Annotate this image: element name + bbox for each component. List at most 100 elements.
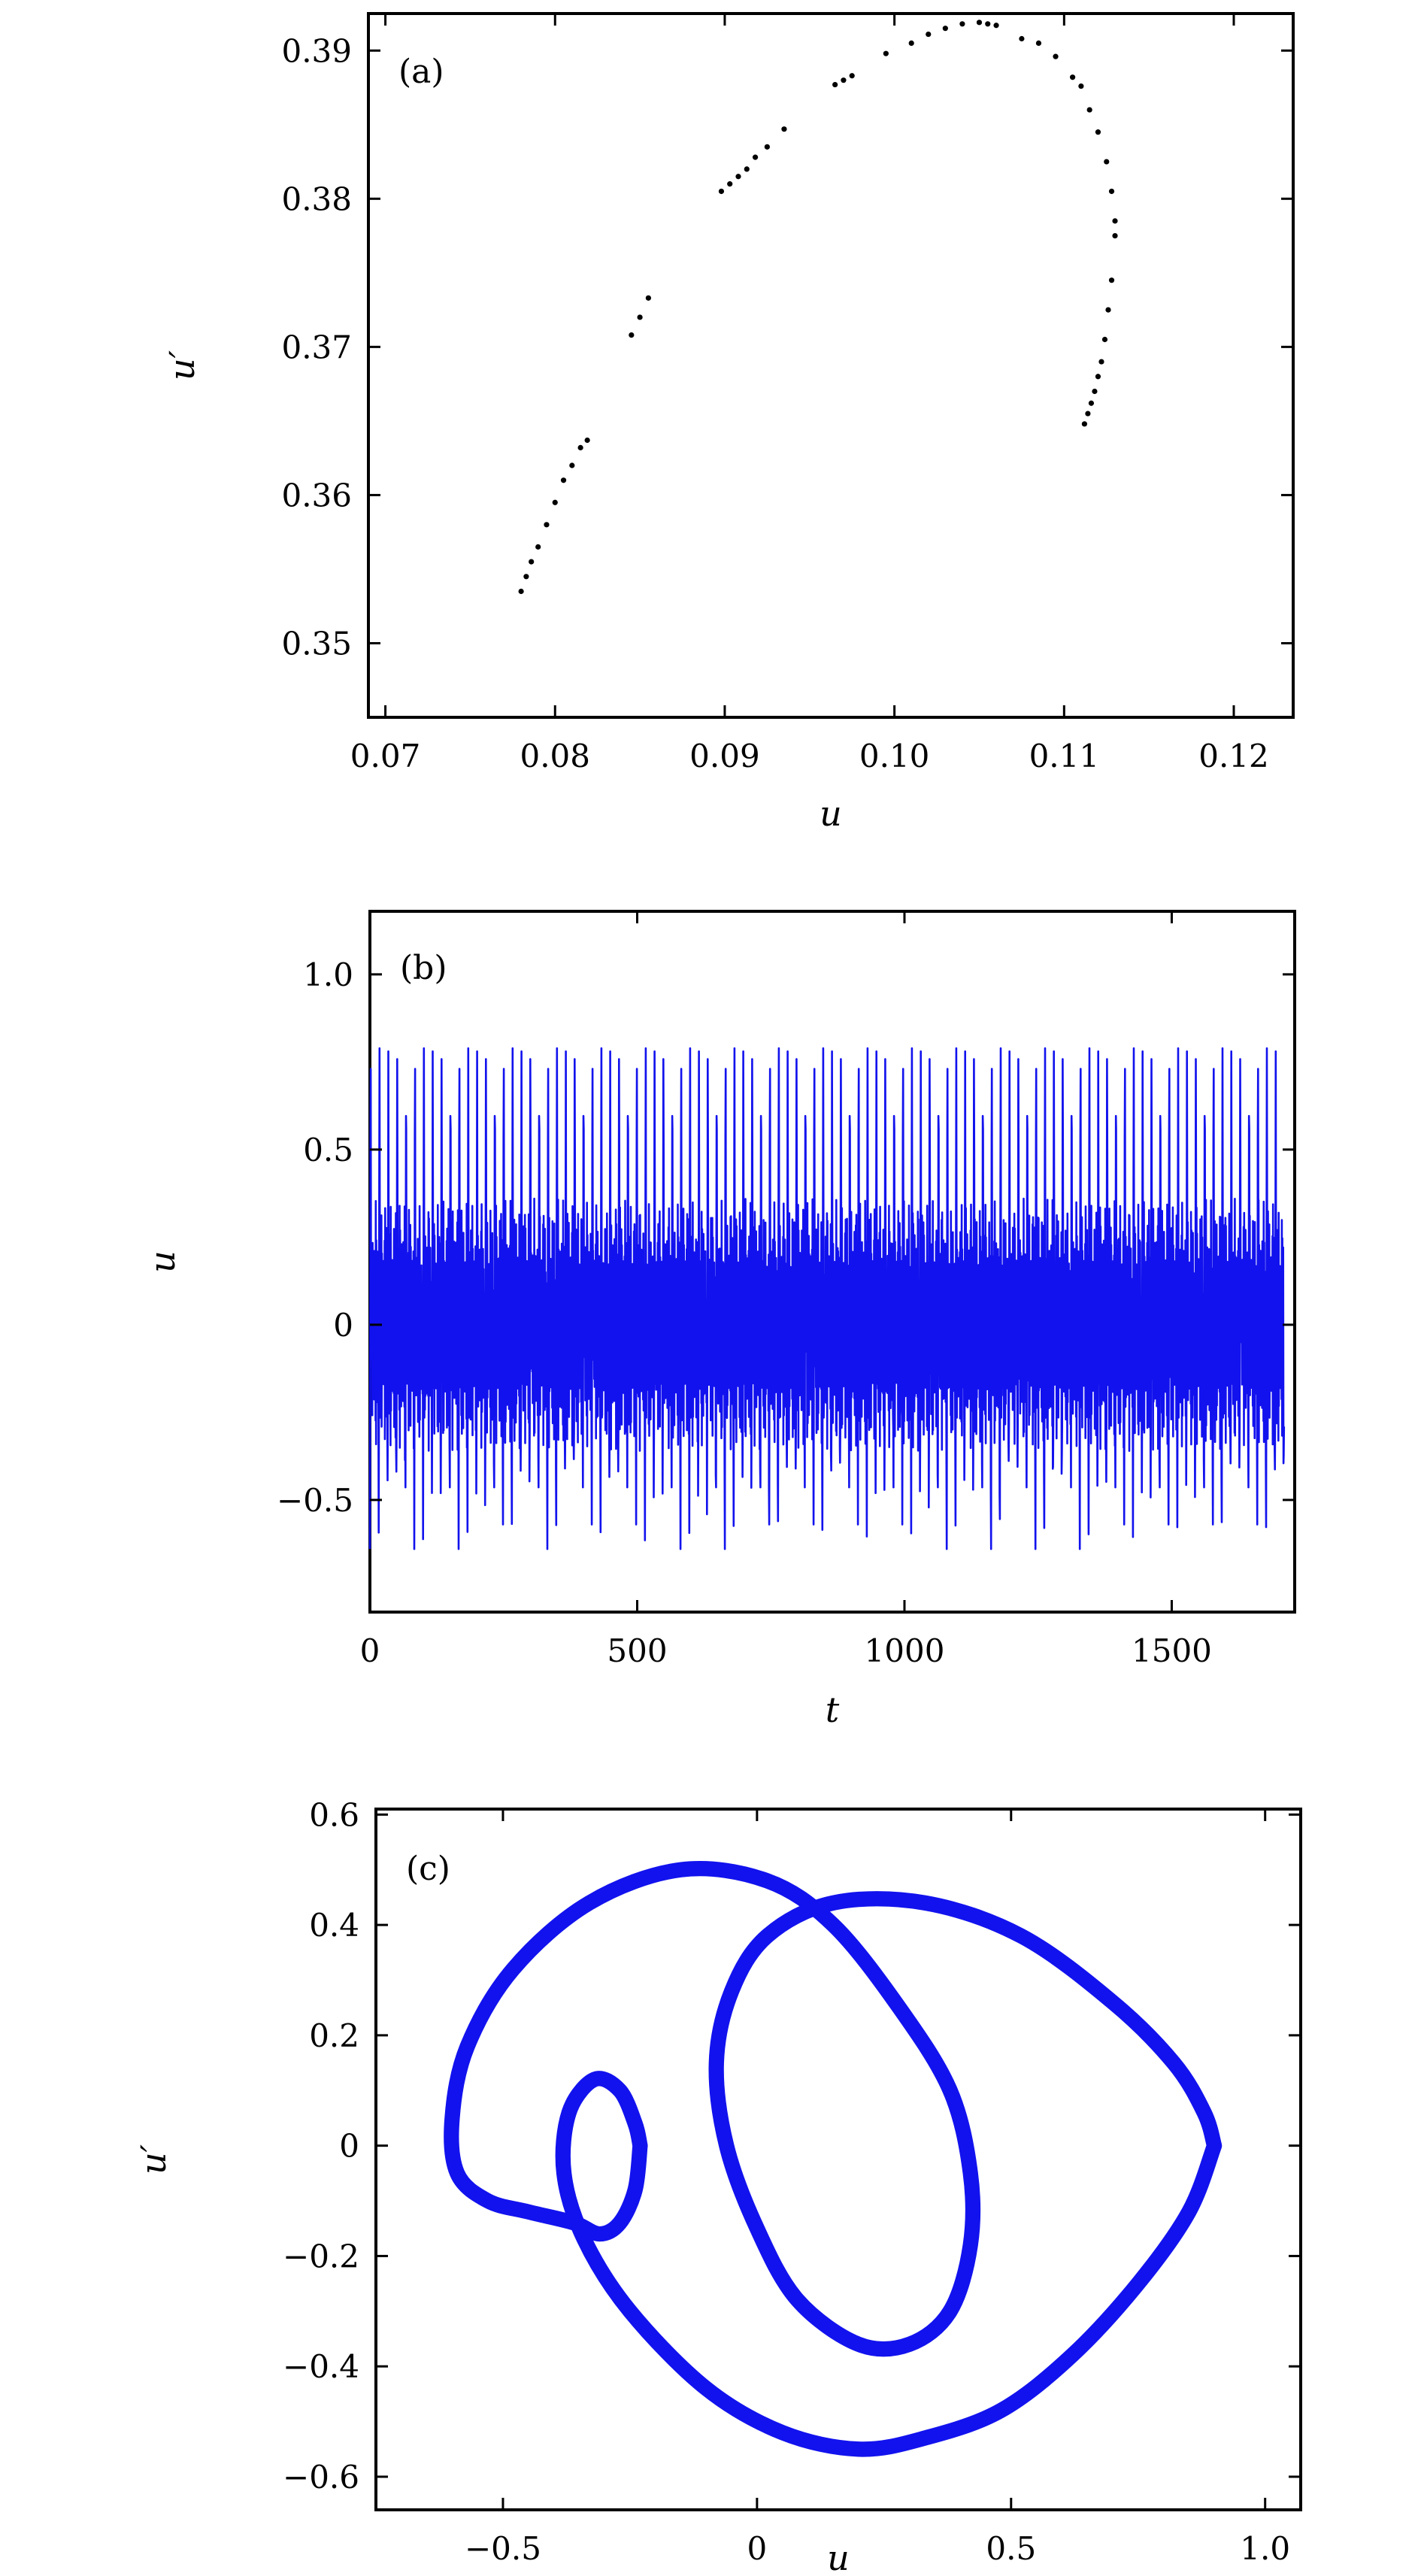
panel-a-point [849, 73, 855, 79]
panel-a-point [552, 499, 558, 505]
panel-c-y-ticks: −0.6 −0.4 −0.2 0 0.2 0.4 0.6 [283, 1796, 1301, 2496]
panel-a-point [523, 574, 529, 580]
panel-a-point [781, 126, 787, 132]
panel-c-x-tick-label: 0.5 [986, 2530, 1036, 2567]
panel-a: 0.07 0.08 0.09 0.10 0.11 0.12 0.35 0.36 0.37 0.3… [162, 12, 1295, 834]
panel-a-point [993, 23, 999, 29]
panel-b-x-tick-label: 1500 [1132, 1632, 1212, 1669]
panel-c-x-tick-label: −0.5 [465, 2530, 541, 2567]
panel-b-y-tick-label: 0 [333, 1307, 353, 1344]
panel-c-y-tick-label: 0 [339, 2128, 359, 2165]
panel-b-x-tick-label: 500 [607, 1632, 667, 1669]
panel-b-y-tick-label: 0.5 [303, 1132, 353, 1168]
panel-a-point [1105, 307, 1111, 313]
panel-a-y-tick-label: 0.39 [281, 32, 352, 69]
panel-c-y-axis-label: u′ [133, 2144, 174, 2174]
panel-a-point [908, 40, 914, 47]
panel-a-point [1095, 129, 1101, 135]
panel-a-x-tick-label: 0.08 [520, 738, 590, 774]
panel-a-point [1053, 53, 1059, 59]
panel-a-point [727, 181, 733, 187]
panel-a-x-tick-label: 0.12 [1198, 738, 1269, 774]
panel-b-y-tick-label: −0.5 [277, 1482, 353, 1519]
panel-a-point [1035, 40, 1042, 47]
panel-a-point [735, 174, 741, 180]
panel-a-point [841, 77, 847, 83]
panel-a-point [1070, 74, 1076, 80]
panel-a-point [1112, 218, 1118, 224]
panel-c-label: (c) [406, 1850, 450, 1888]
panel-a-point [744, 166, 750, 172]
panel-a-point [1088, 400, 1095, 406]
panel-a-y-tick-label: 0.37 [281, 329, 352, 365]
panel-a-point [560, 477, 567, 483]
panel-c-y-tick-label: −0.2 [283, 2238, 359, 2274]
panel-a-point [883, 50, 889, 56]
panel-a-y-ticks: 0.35 0.36 0.37 0.38 0.39 [281, 32, 1293, 662]
panel-a-point [1108, 188, 1115, 195]
panel-a-point [569, 462, 575, 468]
panel-c-y-tick-label: 0.4 [309, 1907, 359, 1944]
panel-a-point [1098, 359, 1104, 365]
panel-a-point [1112, 232, 1118, 239]
panel-a-point [1104, 159, 1110, 165]
panel-a-point [518, 588, 524, 595]
panel-a-point [942, 26, 948, 32]
panel-a-y-tick-label: 0.36 [281, 477, 352, 514]
panel-a-frame [367, 12, 1295, 719]
panel-a-point [752, 154, 759, 160]
panel-b-x-tick-label: 1000 [865, 1632, 945, 1669]
panel-b-x-ticks: 0 500 1000 1500 [360, 911, 1212, 1669]
panel-a-x-axis-label: u [820, 793, 842, 834]
panel-a-point [764, 144, 770, 150]
panel-a-point [718, 188, 725, 195]
panel-a-point [926, 31, 932, 38]
panel-a-point [1101, 336, 1108, 343]
panel-a-point [1092, 388, 1098, 395]
panel-a-point [832, 81, 838, 88]
panel-a-y-axis-label: u′ [162, 350, 202, 380]
panel-a-point [1086, 107, 1092, 113]
panel-b-y-ticks: −0.5 0 0.5 1.0 [277, 956, 1295, 1519]
panel-a-point [637, 314, 643, 320]
panel-a-point [1019, 35, 1025, 42]
panel-c-frame [374, 1808, 1302, 2511]
panel-b-y-axis-label: u [142, 1250, 183, 1273]
panel-a-point [535, 544, 541, 550]
panel-c: −0.5 0 0.5 1.0 −0.6 −0.4 −0.2 0 0.2 0.4 0.6 (c) u… [133, 1796, 1302, 2576]
panel-a-point [959, 21, 965, 27]
panel-a-point [529, 559, 535, 565]
panel-b-series-line [368, 1047, 1286, 1550]
panel-a-x-tick-label: 0.11 [1029, 738, 1100, 774]
panel-a-x-tick-label: 0.07 [350, 738, 421, 774]
panel-c-x-tick-label: 1.0 [1240, 2530, 1290, 2567]
panel-a-point [985, 21, 991, 27]
panel-c-y-tick-label: 0.6 [309, 1796, 359, 1833]
panel-a-label: (a) [398, 53, 444, 91]
panel-a-point [1078, 83, 1084, 89]
panel-b-y-tick-label: 1.0 [303, 956, 353, 993]
panel-c-x-tick-label: 0 [747, 2530, 768, 2567]
panel-c-y-tick-label: 0.2 [309, 2017, 359, 2054]
panel-b: 0 500 1000 1500 −0.5 0 0.5 1.0 (b) t u [142, 910, 1296, 1730]
panel-a-point [584, 437, 590, 444]
panel-c-series-line [444, 1861, 1223, 2457]
panel-a-x-tick-label: 0.10 [859, 738, 930, 774]
panel-b-x-axis-label: t [826, 1690, 840, 1730]
panel-a-point [1095, 374, 1101, 380]
panel-a-point [1108, 277, 1115, 283]
panel-c-y-tick-label: −0.4 [283, 2348, 359, 2385]
panel-a-point [629, 332, 635, 338]
panel-a-point [976, 20, 983, 26]
panel-a-point [645, 295, 651, 301]
panel-a-point [577, 444, 583, 450]
panel-c-x-ticks: −0.5 0 0.5 1.0 [465, 1809, 1290, 2567]
panel-c-x-axis-label: u [827, 2538, 850, 2576]
panel-a-x-tick-label: 0.09 [689, 738, 760, 774]
panel-b-label: (b) [400, 949, 447, 987]
panel-a-points [518, 20, 1118, 595]
panel-c-y-tick-label: −0.6 [283, 2459, 359, 2496]
panel-b-x-tick-label: 0 [360, 1632, 380, 1669]
panel-a-y-tick-label: 0.35 [281, 625, 352, 662]
